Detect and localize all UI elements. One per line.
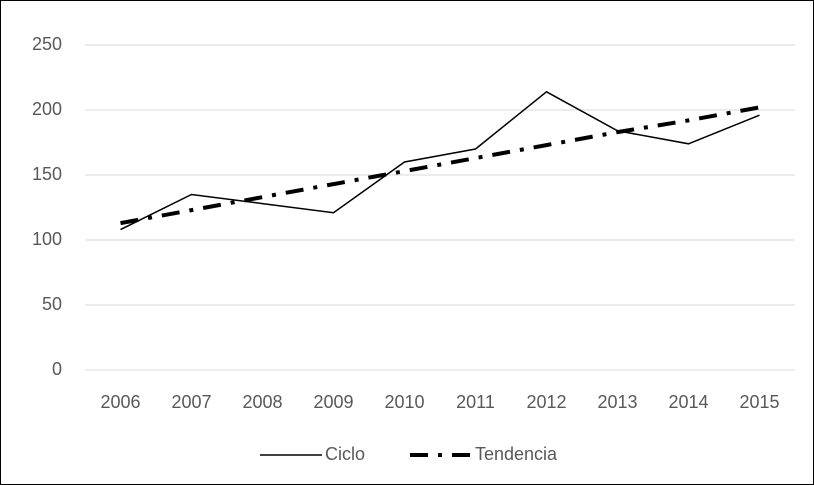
x-tick-label: 2007 (171, 392, 211, 412)
y-tick-label: 50 (42, 294, 62, 314)
x-tick-label: 2009 (313, 392, 353, 412)
y-tick-label: 0 (52, 359, 62, 379)
y-tick-label: 150 (32, 164, 62, 184)
y-tick-label: 250 (32, 34, 62, 54)
x-tick-label: 2006 (100, 392, 140, 412)
legend-label: Tendencia (475, 444, 558, 464)
y-tick-label: 200 (32, 99, 62, 119)
legend-label: Ciclo (325, 444, 365, 464)
x-tick-label: 2013 (597, 392, 637, 412)
x-tick-label: 2012 (526, 392, 566, 412)
series-line (120, 90, 760, 231)
y-tick-label: 100 (32, 229, 62, 249)
x-tick-label: 2015 (739, 392, 779, 412)
x-tick-label: 2014 (668, 392, 708, 412)
x-tick-label: 2008 (242, 392, 282, 412)
x-tick-label: 2011 (456, 392, 495, 412)
series-line (120, 105, 760, 226)
x-tick-label: 2010 (384, 392, 424, 412)
